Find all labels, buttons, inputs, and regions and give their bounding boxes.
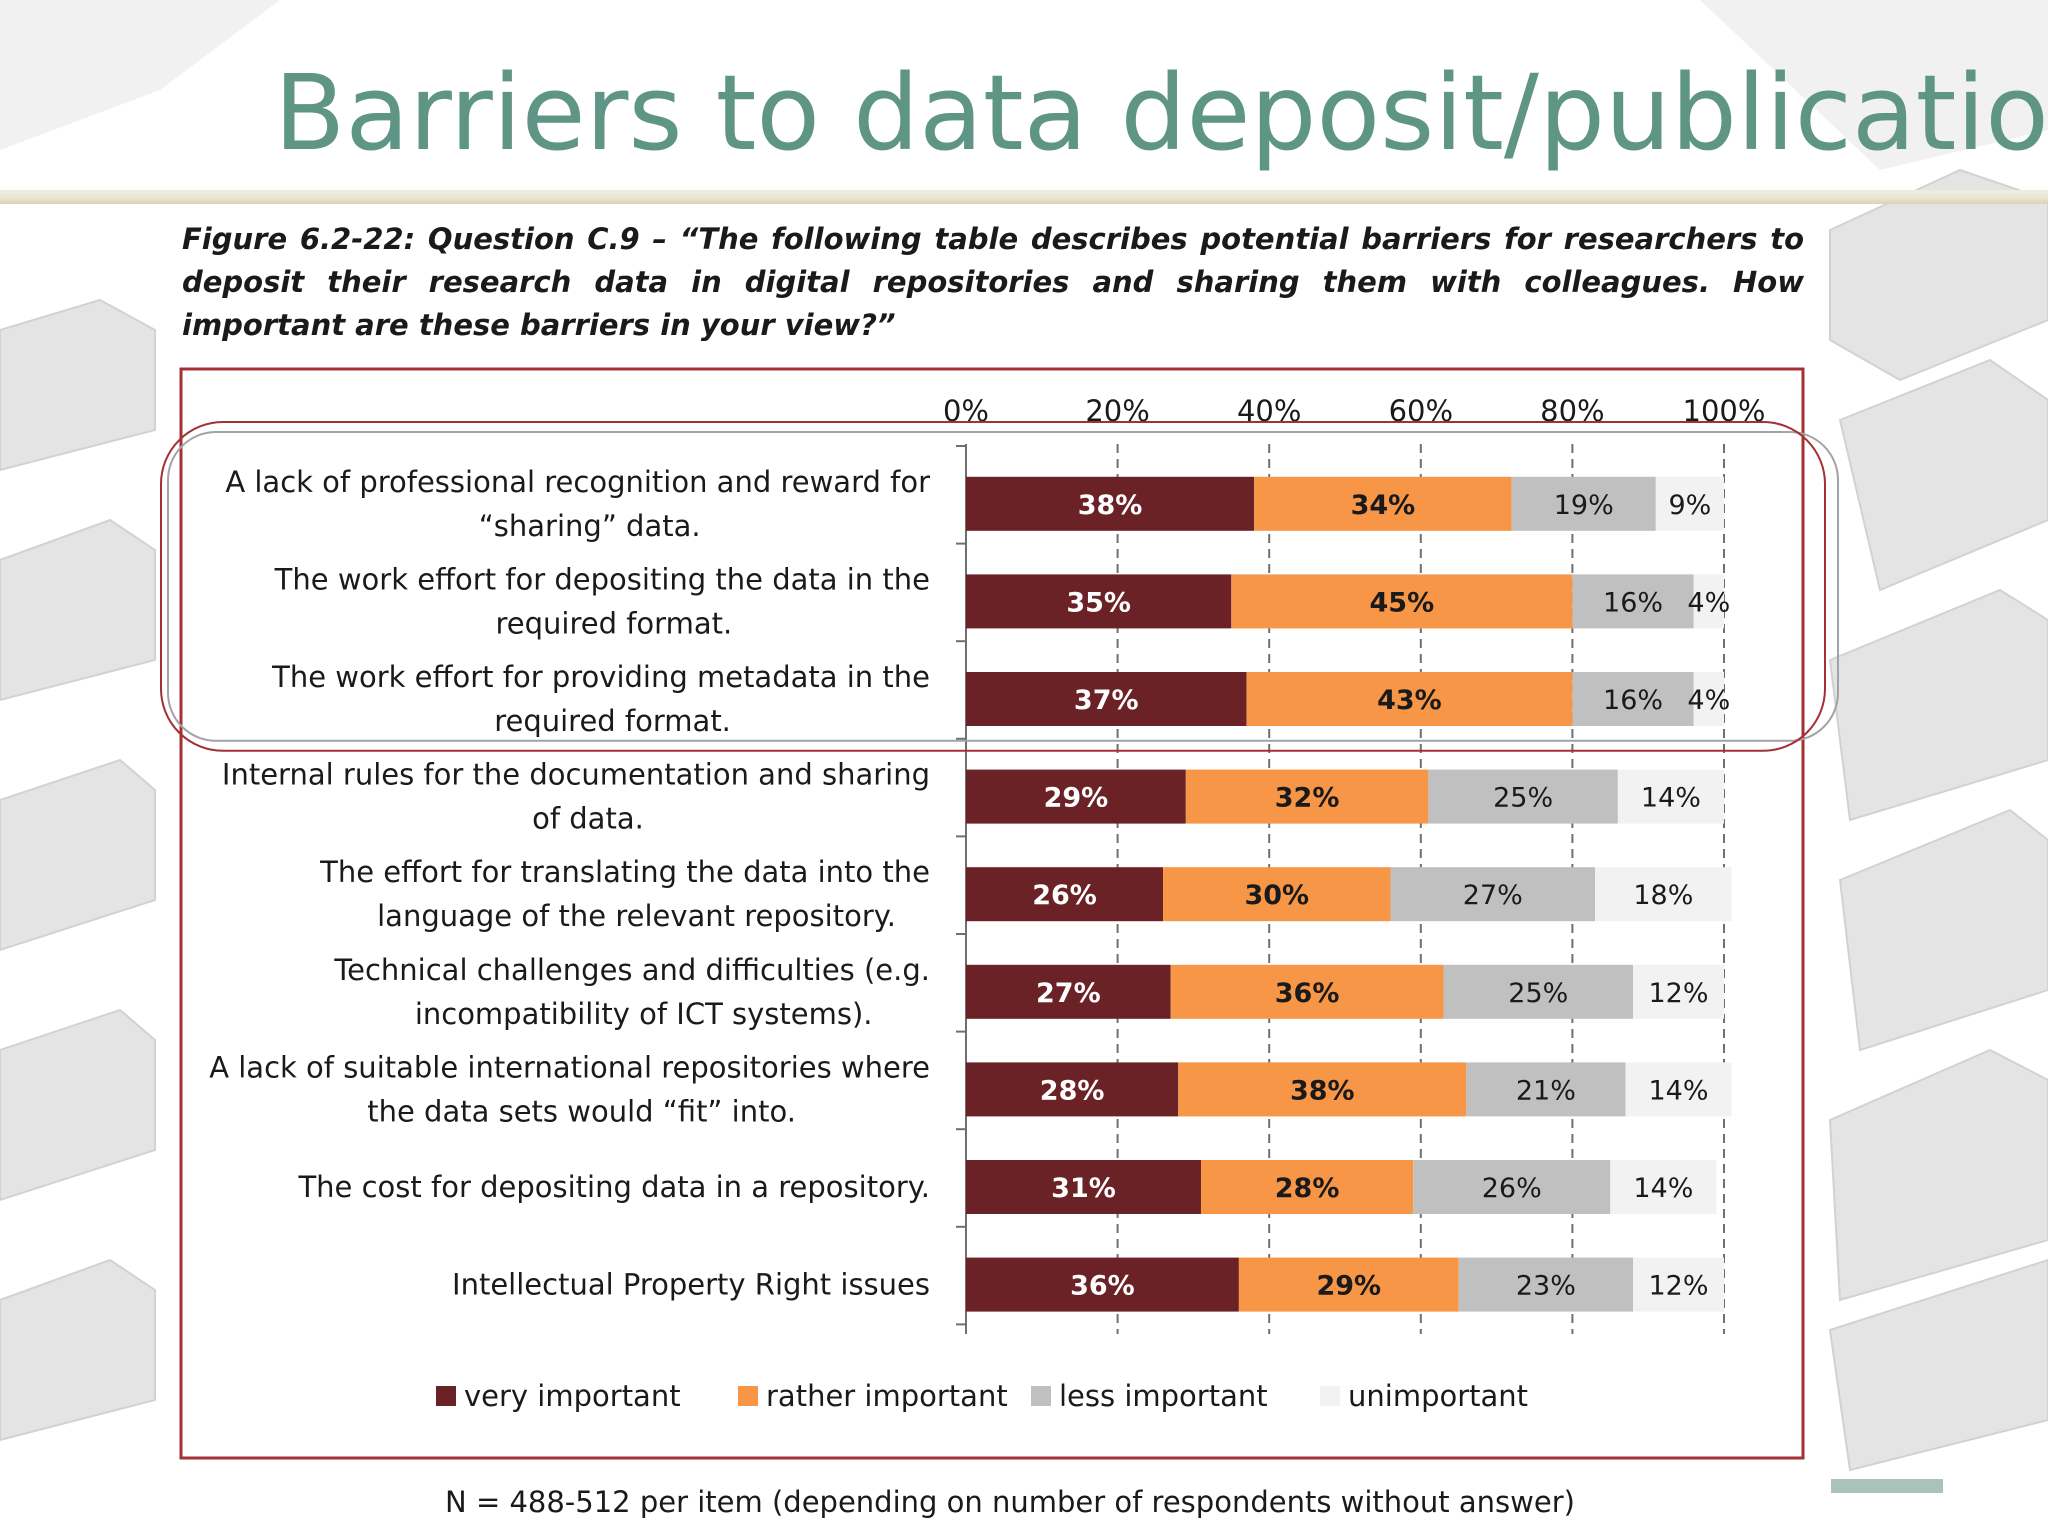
data-label: 25%	[1508, 978, 1568, 1009]
data-label: 30%	[1244, 880, 1309, 911]
data-label: 23%	[1516, 1271, 1576, 1302]
data-label: 27%	[1036, 978, 1101, 1009]
category-label: incompatibility of ICT systems).	[415, 997, 873, 1031]
category-label: the data sets would “fit” into.	[367, 1094, 796, 1128]
data-label: 4%	[1687, 685, 1730, 716]
legend-label: less important	[1059, 1379, 1268, 1413]
data-label: 4%	[1687, 587, 1730, 618]
data-label: 19%	[1554, 490, 1614, 521]
category-label: A lack of professional recognition and r…	[225, 465, 930, 499]
category-label: of data.	[532, 802, 644, 836]
data-label: 43%	[1377, 685, 1442, 716]
category-label: Internal rules for the documentation and…	[222, 758, 930, 792]
data-label: 16%	[1603, 587, 1663, 618]
data-label: 16%	[1603, 685, 1663, 716]
data-label: 25%	[1493, 783, 1553, 814]
category-label: language of the relevant repository.	[377, 899, 896, 933]
category-label: A lack of suitable international reposit…	[209, 1050, 930, 1084]
category-label: The effort for translating the data into…	[319, 855, 930, 889]
data-label: 38%	[1078, 490, 1143, 521]
category-label: “sharing” data.	[479, 509, 701, 543]
legend-label: unimportant	[1348, 1379, 1528, 1413]
data-label: 12%	[1649, 1271, 1709, 1302]
data-label: 14%	[1641, 783, 1701, 814]
data-label: 26%	[1482, 1173, 1542, 1204]
data-label: 32%	[1275, 783, 1340, 814]
sample-size-footnote: N = 488-512 per item (depending on numbe…	[300, 1482, 1720, 1522]
data-label: 35%	[1066, 587, 1131, 618]
category-label: The work effort for providing metadata i…	[271, 660, 930, 694]
category-label: The cost for depositing data in a reposi…	[297, 1170, 930, 1204]
category-label: Technical challenges and difficulties (e…	[333, 953, 930, 987]
data-label: 14%	[1633, 1173, 1693, 1204]
category-label: The work effort for depositing the data …	[274, 562, 930, 596]
data-label: 18%	[1633, 880, 1693, 911]
legend-swatch	[436, 1386, 456, 1406]
data-label: 29%	[1044, 783, 1109, 814]
legend-swatch	[738, 1386, 758, 1406]
data-label: 26%	[1032, 880, 1097, 911]
category-label: required format.	[495, 606, 732, 640]
data-label: 28%	[1040, 1075, 1105, 1106]
data-label: 21%	[1516, 1075, 1576, 1106]
data-label: 36%	[1275, 978, 1340, 1009]
data-label: 38%	[1290, 1075, 1355, 1106]
data-label: 12%	[1649, 978, 1709, 1009]
data-label: 36%	[1070, 1271, 1135, 1302]
data-label: 37%	[1074, 685, 1139, 716]
data-label: 31%	[1051, 1173, 1116, 1204]
category-label: required format.	[494, 704, 731, 738]
legend-swatch	[1031, 1386, 1051, 1406]
data-label: 45%	[1370, 587, 1435, 618]
data-label: 29%	[1316, 1271, 1381, 1302]
category-label: Intellectual Property Right issues	[452, 1268, 930, 1302]
data-label: 14%	[1649, 1075, 1709, 1106]
corner-accent-bar	[1828, 1476, 1946, 1496]
legend-label: very important	[464, 1379, 681, 1413]
data-label: 28%	[1275, 1173, 1340, 1204]
data-label: 9%	[1668, 490, 1711, 521]
legend-swatch	[1320, 1386, 1340, 1406]
data-label: 34%	[1351, 490, 1416, 521]
data-label: 27%	[1463, 880, 1523, 911]
legend-label: rather important	[766, 1379, 1008, 1413]
